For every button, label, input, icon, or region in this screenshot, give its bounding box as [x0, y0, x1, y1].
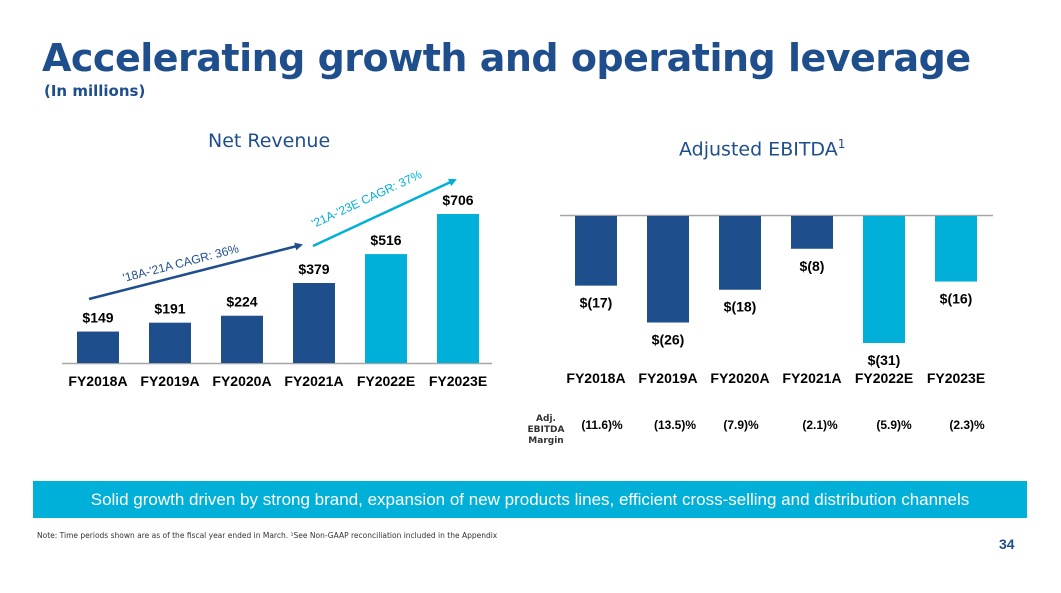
cagr-arrow-projected	[312, 178, 457, 248]
summary-banner-text: Solid growth driven by strong brand, exp…	[90, 489, 970, 509]
revenue-category-label: FY2023E	[429, 373, 487, 389]
margin-label-line1: Adj. EBITDA	[527, 414, 565, 435]
revenue-bar	[365, 254, 407, 363]
page-number: 34	[999, 536, 1015, 552]
revenue-category-label: FY2019A	[140, 373, 199, 389]
revenue-bar	[77, 331, 119, 363]
net-revenue-title-text: Net Revenue	[208, 130, 331, 152]
revenue-value-label: $516	[370, 232, 401, 248]
revenue-bar	[293, 283, 335, 363]
revenue-category-label: FY2020A	[212, 373, 271, 389]
revenue-category-label: FY2018A	[68, 373, 127, 389]
adjusted-ebitda-chart: $(17) FY2018A $(26) FY2019A $(18) FY2020A $(8)…	[560, 214, 993, 386]
revenue-bar	[437, 214, 479, 363]
adjusted-ebitda-chart-title: Adjusted EBITDA1	[679, 137, 845, 160]
ebitda-value-label: $(8)	[800, 258, 825, 274]
ebitda-category-label: FY2020A	[710, 370, 769, 386]
revenue-value-label: $379	[298, 261, 329, 277]
ebitda-bar	[647, 216, 689, 323]
footnote: Note: Time periods shown are as of the f…	[37, 531, 498, 540]
adjusted-ebitda-title-text: Adjusted EBITDA	[679, 138, 838, 161]
ebitda-bar	[575, 216, 617, 286]
revenue-bar	[221, 315, 263, 363]
ebitda-margin-value: (2.3)%	[949, 418, 985, 432]
revenue-category-label: FY2022E	[357, 373, 415, 389]
ebitda-category-label: FY2023E	[927, 370, 985, 386]
ebitda-category-label: FY2019A	[638, 370, 697, 386]
ebitda-value-label: $(18)	[724, 299, 757, 315]
margin-row-label: Adj. EBITDA Margin	[518, 414, 574, 447]
ebitda-category-label: FY2021A	[782, 370, 841, 386]
ebitda-margin-value: (5.9)%	[876, 418, 912, 432]
ebitda-bar	[791, 216, 833, 249]
ebitda-margin-value: (2.1)%	[802, 418, 838, 432]
net-revenue-chart: $149 FY2018A $191 FY2019A $224 FY2020A $379 FY2…	[62, 167, 492, 389]
revenue-category-label: FY2021A	[284, 373, 343, 389]
ebitda-margin-value: (7.9)%	[723, 418, 759, 432]
revenue-value-label: $224	[226, 294, 257, 310]
revenue-value-label: $191	[154, 301, 185, 317]
page-title: Accelerating growth and operating levera…	[42, 36, 971, 80]
revenue-value-label: $149	[82, 310, 113, 326]
ebitda-value-label: $(16)	[940, 291, 973, 307]
ebitda-bar	[863, 216, 905, 343]
ebitda-bar	[935, 216, 977, 282]
ebitda-value-label: $(31)	[868, 352, 901, 368]
cagr-arrow-historical	[88, 242, 303, 301]
cagr-label-historical: '18A-'21A CAGR: 36%	[121, 241, 240, 285]
margin-label-line2: Margin	[528, 436, 564, 446]
page-subtitle: (In millions)	[44, 82, 146, 100]
net-revenue-chart-title: Net Revenue	[208, 130, 330, 152]
ebitda-margin-value: (13.5)%	[653, 418, 697, 432]
summary-banner: Solid growth driven by strong brand, exp…	[33, 481, 1027, 518]
ebitda-category-label: FY2018A	[566, 370, 625, 386]
revenue-bar	[149, 322, 191, 363]
ebitda-bar	[719, 216, 761, 290]
ebitda-value-label: $(17)	[580, 295, 613, 311]
revenue-value-label: $706	[442, 192, 473, 208]
ebitda-value-label: $(26)	[652, 332, 685, 348]
ebitda-margin-value: (11.6)%	[581, 418, 623, 432]
ebitda-category-label: FY2022E	[855, 370, 913, 386]
footnote-marker: 1	[837, 137, 846, 151]
